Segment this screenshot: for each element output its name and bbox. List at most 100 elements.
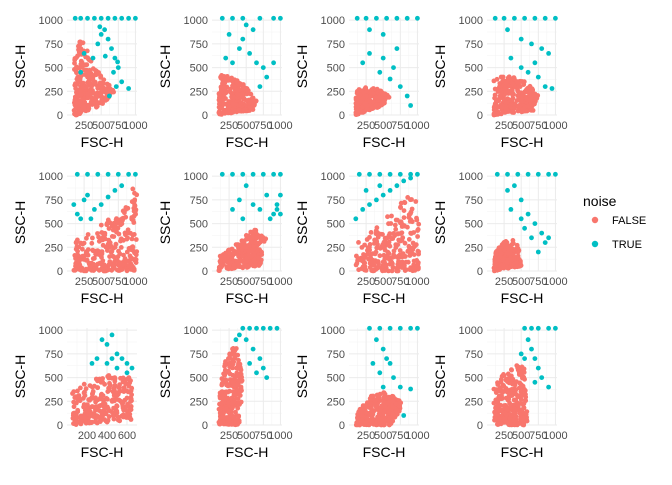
point-true — [264, 375, 270, 380]
point-true — [367, 171, 372, 177]
point-false — [511, 75, 517, 80]
point-true — [72, 15, 78, 21]
point-false — [380, 268, 385, 274]
point-false — [75, 237, 80, 243]
point-true — [374, 337, 379, 343]
point-false — [382, 98, 387, 104]
point-true — [260, 325, 266, 331]
point-false — [111, 405, 116, 411]
point-false — [506, 76, 511, 82]
point-false — [105, 396, 110, 402]
point-true — [377, 69, 383, 75]
point-true — [95, 171, 101, 177]
point-false — [112, 375, 118, 380]
point-false — [534, 93, 540, 99]
point-false — [520, 107, 526, 112]
x-axis-title: FSC-H — [501, 134, 544, 150]
point-false — [398, 200, 404, 206]
x-tick-label: 1000 — [268, 430, 292, 442]
point-false — [367, 98, 372, 104]
point-true — [230, 207, 235, 212]
point-false — [93, 399, 98, 405]
point-false — [103, 411, 109, 417]
point-true — [532, 221, 538, 227]
x-tick-label: 500 — [92, 120, 110, 132]
point-false — [496, 393, 502, 399]
point-true — [85, 171, 90, 177]
x-tick-label: 750 — [254, 276, 272, 288]
point-false — [235, 372, 241, 378]
point-false — [495, 380, 500, 386]
point-false — [380, 101, 385, 107]
point-false — [386, 422, 392, 428]
point-true — [518, 216, 524, 222]
point-true — [380, 192, 386, 198]
point-true — [394, 183, 400, 189]
point-false — [77, 39, 83, 45]
point-false — [366, 256, 371, 262]
y-tick-label: 1000 — [184, 171, 208, 183]
point-true — [274, 207, 280, 212]
point-true — [546, 235, 551, 241]
y-axis-title: SSC-H — [12, 355, 28, 399]
point-false — [389, 213, 394, 219]
point-false — [512, 256, 517, 262]
point-false — [226, 104, 232, 109]
point-true — [525, 337, 531, 343]
point-false — [367, 234, 372, 240]
point-false — [112, 382, 118, 388]
point-true — [78, 15, 84, 21]
point-false — [96, 234, 101, 240]
point-false — [500, 389, 506, 395]
point-true — [542, 15, 548, 21]
point-true — [129, 365, 135, 371]
y-axis-title: SSC-H — [294, 201, 310, 245]
point-false — [78, 100, 84, 106]
point-false — [413, 242, 419, 248]
point-false — [109, 409, 114, 415]
point-false — [397, 263, 403, 269]
point-false — [98, 75, 103, 80]
point-false — [389, 268, 395, 274]
point-false — [359, 418, 365, 424]
y-tick-label: 250 — [190, 242, 208, 254]
point-false — [113, 217, 119, 223]
point-true — [553, 15, 558, 21]
point-true — [219, 15, 225, 21]
point-true — [271, 171, 276, 177]
point-false — [385, 214, 390, 220]
y-tick-label: 0 — [57, 110, 63, 122]
point-true — [257, 356, 263, 361]
y-tick-label: 750 — [190, 349, 208, 361]
x-tick-label: 750 — [109, 276, 127, 288]
point-false — [509, 387, 515, 392]
point-false — [353, 97, 359, 102]
point-false — [375, 265, 380, 271]
point-false — [360, 264, 366, 270]
point-true — [254, 60, 259, 66]
point-true — [267, 216, 273, 222]
y-tick-label: 250 — [190, 86, 208, 98]
point-false — [245, 263, 251, 269]
point-false — [362, 403, 368, 409]
point-true — [240, 171, 246, 177]
point-false — [92, 81, 98, 87]
point-false — [114, 393, 120, 398]
y-axis-title: SSC-H — [294, 355, 310, 399]
x-tick-label: 400 — [98, 430, 116, 442]
point-true — [380, 55, 386, 61]
point-false — [221, 397, 227, 403]
point-true — [505, 188, 510, 193]
point-true — [374, 197, 379, 203]
point-true — [233, 337, 239, 343]
x-axis-title: FSC-H — [226, 290, 269, 306]
point-false — [94, 95, 99, 100]
point-true — [98, 202, 104, 208]
point-false — [373, 404, 379, 409]
point-false — [505, 379, 510, 385]
point-true — [104, 361, 110, 366]
point-false — [403, 267, 409, 273]
point-true — [492, 15, 498, 21]
point-true — [240, 216, 246, 222]
point-true — [114, 365, 120, 371]
